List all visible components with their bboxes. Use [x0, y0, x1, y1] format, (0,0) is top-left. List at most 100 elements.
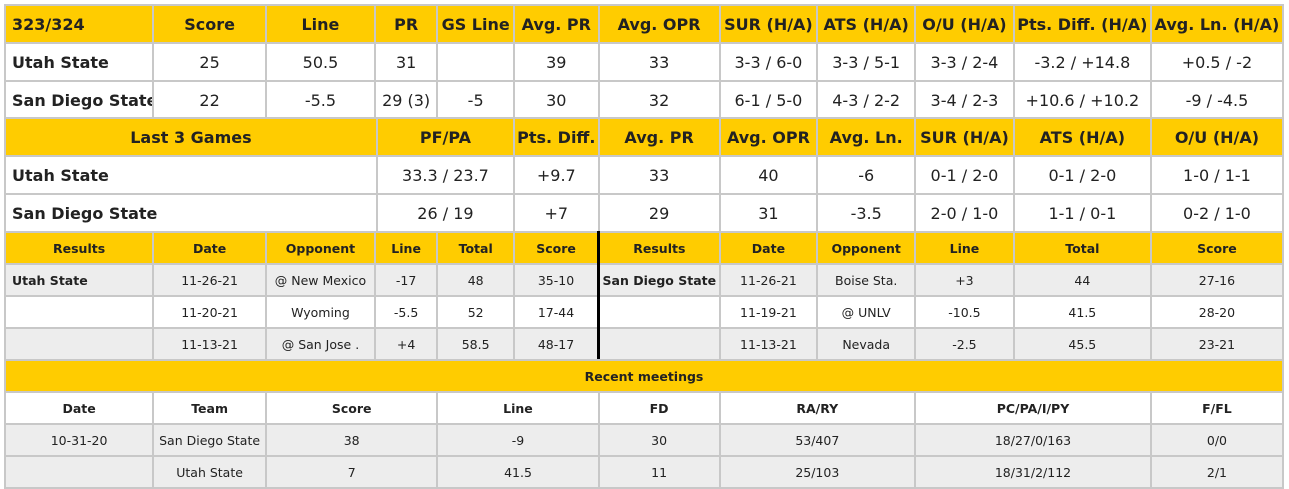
- matchup-header-avg-opr: Avg. OPR: [597, 4, 721, 44]
- cell-line: 41.5: [436, 455, 600, 489]
- results-row: Utah State 11-26-21 @ New Mexico -17 48 …: [3, 263, 1285, 297]
- meetings-row: 10-31-20 San Diego State 38 -9 30 53/407…: [3, 423, 1285, 457]
- cell-team: Utah State: [152, 455, 268, 489]
- cell-avg-ln: -6: [816, 155, 917, 195]
- results-team: [3, 327, 155, 361]
- cell-date: [3, 455, 155, 489]
- meetings-header-team: Team: [152, 391, 268, 425]
- cell-line-2: -10.5: [914, 295, 1015, 329]
- cell-pf-pa: 33.3 / 23.7: [375, 155, 515, 195]
- cell-pts-diff: +7: [512, 193, 600, 233]
- cell-pts-diff: +9.7: [512, 155, 600, 195]
- cell-opponent-2: Nevada: [816, 327, 917, 361]
- cell-avg-opr: 31: [718, 193, 819, 233]
- matchup-table: 323/324 Score Line PR GS Line Avg. PR Av…: [3, 4, 1285, 120]
- results-team-2: [597, 295, 721, 329]
- matchup-header-ou: O/U (H/A): [914, 4, 1015, 44]
- results-header-line-2: Line: [914, 231, 1015, 265]
- cell-score: 22: [152, 80, 268, 120]
- matchup-header-row: 323/324 Score Line PR GS Line Avg. PR Av…: [3, 4, 1285, 44]
- cell-opponent: @ New Mexico: [265, 263, 376, 297]
- cell-total: 48: [436, 263, 515, 297]
- cell-pts-diff: -3.2 / +14.8: [1012, 42, 1152, 82]
- cell-sur: 2-0 / 1-0: [914, 193, 1015, 233]
- cell-sur: 3-3 / 6-0: [718, 42, 819, 82]
- results-header-score: Score: [512, 231, 601, 265]
- meetings-header-pc-pa-i-py: PC/PA/I/PY: [914, 391, 1152, 425]
- results-header-total: Total: [436, 231, 515, 265]
- cell-score-2: 28-20: [1149, 295, 1285, 329]
- cell-ou: 1-0 / 1-1: [1149, 155, 1285, 195]
- matchup-header-avg-ln: Avg. Ln. (H/A): [1149, 4, 1285, 44]
- results-header-score-2: Score: [1149, 231, 1285, 265]
- last3-header-pf-pa: PF/PA: [375, 117, 515, 157]
- meetings-table: Recent meetings Date Team Score Line FD …: [3, 359, 1285, 489]
- cell-ou: 3-4 / 2-3: [914, 80, 1015, 120]
- cell-avg-opr: 32: [597, 80, 721, 120]
- cell-line-2: -2.5: [914, 327, 1015, 361]
- cell-date-2: 11-13-21: [718, 327, 819, 361]
- cell-avg-ln: -3.5: [816, 193, 917, 233]
- results-row: 11-13-21 @ San Jose . +4 58.5 48-17 11-1…: [3, 327, 1285, 361]
- matchup-header-line: Line: [265, 4, 376, 44]
- last3-header-title: Last 3 Games: [4, 117, 378, 157]
- cell-ats: 0-1 / 2-0: [1012, 155, 1152, 195]
- cell-score: 17-44: [512, 295, 601, 329]
- team-name: San Diego State: [3, 80, 155, 120]
- cell-score: 35-10: [512, 263, 601, 297]
- cell-score: 7: [265, 455, 439, 489]
- last3-header-ats: ATS (H/A): [1012, 117, 1152, 157]
- results-row: 11-20-21 Wyoming -5.5 52 17-44 11-19-21 …: [3, 295, 1285, 329]
- matchup-header-game-ids: 323/324: [3, 4, 155, 44]
- cell-date-2: 11-26-21: [718, 263, 819, 297]
- cell-avg-pr: 33: [597, 155, 721, 195]
- matchup-header-ats: ATS (H/A): [816, 4, 917, 44]
- matchup-row-utah-state: Utah State 25 50.5 31 39 33 3-3 / 6-0 3-…: [3, 42, 1285, 82]
- cell-score: 25: [152, 42, 268, 82]
- cell-ou: 3-3 / 2-4: [914, 42, 1015, 82]
- cell-fd: 11: [597, 455, 721, 489]
- meetings-header-fd: FD: [597, 391, 721, 425]
- cell-avg-pr: 29: [597, 193, 721, 233]
- cell-pts-diff: +10.6 / +10.2: [1012, 80, 1152, 120]
- last3-header-pts-diff: Pts. Diff.: [512, 117, 600, 157]
- cell-opponent: Wyoming: [265, 295, 376, 329]
- cell-date: 10-31-20: [3, 423, 155, 457]
- cell-date-2: 11-19-21: [718, 295, 819, 329]
- cell-avg-opr: 40: [718, 155, 819, 195]
- cell-team: San Diego State: [152, 423, 268, 457]
- cell-pr: 29 (3): [373, 80, 439, 120]
- cell-avg-opr: 33: [597, 42, 721, 82]
- results-header-row: Results Date Opponent Line Total Score R…: [3, 231, 1285, 265]
- results-header-date: Date: [152, 231, 268, 265]
- results-header-total-2: Total: [1012, 231, 1152, 265]
- matchup-header-sur: SUR (H/A): [718, 4, 819, 44]
- cell-gs-line: [436, 42, 515, 82]
- cell-f-fl: 2/1: [1149, 455, 1285, 489]
- cell-line: -5.5: [373, 295, 439, 329]
- last3-row-san-diego-state: San Diego State 26 / 19 +7 29 31 -3.5 2-…: [4, 193, 1285, 233]
- results-team-2: San Diego State: [597, 263, 721, 297]
- matchup-header-pts-diff: Pts. Diff. (H/A): [1012, 4, 1152, 44]
- meetings-title: Recent meetings: [4, 359, 1284, 393]
- meetings-header-f-fl: F/FL: [1149, 391, 1285, 425]
- last3-header-sur: SUR (H/A): [914, 117, 1015, 157]
- cell-total: 58.5: [436, 327, 515, 361]
- cell-f-fl: 0/0: [1149, 423, 1285, 457]
- cell-pc-pa-i-py: 18/27/0/163: [914, 423, 1152, 457]
- cell-pf-pa: 26 / 19: [375, 193, 515, 233]
- cell-sur: 6-1 / 5-0: [718, 80, 819, 120]
- matchup-header-score: Score: [152, 4, 268, 44]
- cell-score: 48-17: [512, 327, 601, 361]
- cell-opponent: @ San Jose .: [265, 327, 376, 361]
- last3-table: Last 3 Games PF/PA Pts. Diff. Avg. PR Av…: [4, 117, 1285, 233]
- meetings-header-line: Line: [436, 391, 600, 425]
- cell-score: 38: [265, 423, 439, 457]
- cell-ats: 3-3 / 5-1: [816, 42, 917, 82]
- cell-line: -17: [373, 263, 439, 297]
- cell-line: +4: [373, 327, 439, 361]
- cell-sur: 0-1 / 2-0: [914, 155, 1015, 195]
- cell-line: 50.5: [265, 42, 376, 82]
- last3-header-avg-pr: Avg. PR: [597, 117, 721, 157]
- cell-ra-ry: 25/103: [718, 455, 917, 489]
